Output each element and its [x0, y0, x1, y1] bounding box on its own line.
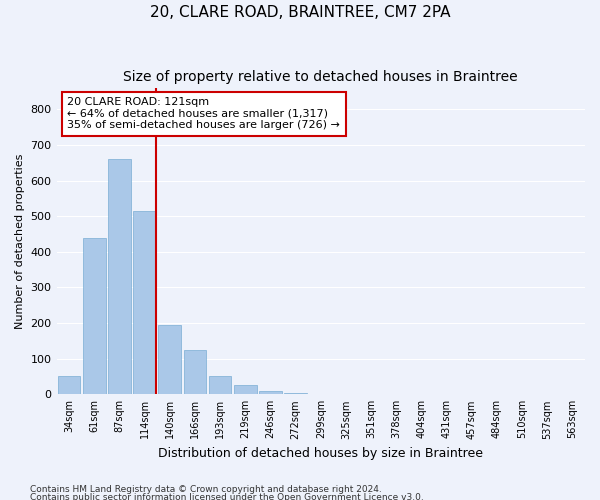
- Text: Contains HM Land Registry data © Crown copyright and database right 2024.: Contains HM Land Registry data © Crown c…: [30, 486, 382, 494]
- Text: 20 CLARE ROAD: 121sqm
← 64% of detached houses are smaller (1,317)
35% of semi-d: 20 CLARE ROAD: 121sqm ← 64% of detached …: [67, 97, 340, 130]
- Bar: [259, 390, 282, 394]
- Bar: [133, 211, 156, 394]
- Bar: [234, 386, 257, 394]
- Bar: [83, 238, 106, 394]
- Y-axis label: Number of detached properties: Number of detached properties: [15, 154, 25, 329]
- X-axis label: Distribution of detached houses by size in Braintree: Distribution of detached houses by size …: [158, 447, 483, 460]
- Bar: [108, 159, 131, 394]
- Text: Contains public sector information licensed under the Open Government Licence v3: Contains public sector information licen…: [30, 492, 424, 500]
- Bar: [184, 350, 206, 395]
- Bar: [209, 376, 232, 394]
- Title: Size of property relative to detached houses in Braintree: Size of property relative to detached ho…: [124, 70, 518, 84]
- Text: 20, CLARE ROAD, BRAINTREE, CM7 2PA: 20, CLARE ROAD, BRAINTREE, CM7 2PA: [150, 5, 450, 20]
- Bar: [158, 325, 181, 394]
- Bar: [284, 392, 307, 394]
- Bar: [58, 376, 80, 394]
